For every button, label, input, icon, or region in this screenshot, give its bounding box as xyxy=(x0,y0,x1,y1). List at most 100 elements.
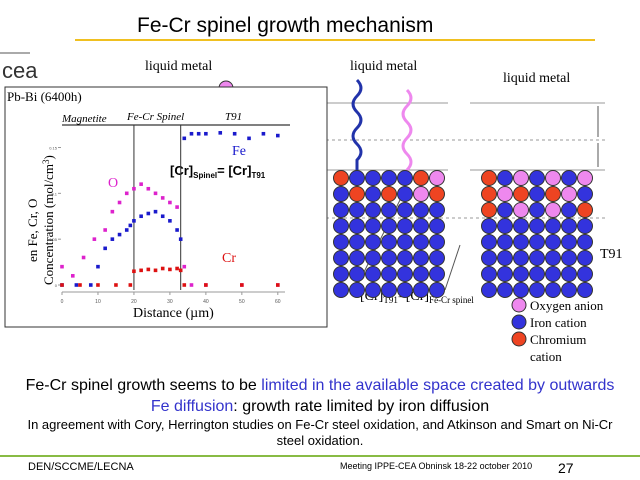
atom xyxy=(561,170,577,186)
atom xyxy=(349,202,365,218)
atom xyxy=(413,202,429,218)
t: [Cr] xyxy=(170,163,193,178)
point xyxy=(240,283,244,287)
atom xyxy=(529,218,545,234)
atom xyxy=(513,186,529,202)
t: ) xyxy=(41,155,56,159)
atom xyxy=(381,170,397,186)
atom xyxy=(365,170,381,186)
atom xyxy=(545,282,561,298)
point xyxy=(160,196,165,200)
point xyxy=(276,283,280,287)
point xyxy=(182,136,187,141)
atom xyxy=(513,218,529,234)
x-tick-label: 40 xyxy=(203,299,209,305)
t: Fe-Cr spinel xyxy=(429,295,474,305)
x-tick-label: 30 xyxy=(167,299,173,305)
x-label: Distance (µm) xyxy=(133,306,214,321)
label: liquid metal xyxy=(350,59,417,74)
atom xyxy=(397,202,413,218)
atom xyxy=(429,170,445,186)
point xyxy=(96,264,100,269)
atom xyxy=(481,186,497,202)
footer-center: Meeting IPPE-CEA Obninsk 18-22 october 2… xyxy=(340,461,533,471)
chart-title: Pb-Bi (6400h) xyxy=(7,89,82,104)
point xyxy=(232,131,237,136)
atom xyxy=(429,234,445,250)
atom xyxy=(397,170,413,186)
point xyxy=(196,131,201,136)
atom xyxy=(577,250,593,266)
atom xyxy=(497,218,513,234)
y-tick-label: 0.05 xyxy=(49,237,58,242)
point xyxy=(175,228,179,232)
point xyxy=(189,131,194,136)
atom xyxy=(497,234,513,250)
atom xyxy=(513,266,529,282)
atom xyxy=(577,282,593,298)
atom xyxy=(561,282,577,298)
point xyxy=(117,200,122,205)
atom xyxy=(413,218,429,234)
atom xyxy=(497,186,513,202)
atom xyxy=(333,186,349,202)
point xyxy=(114,283,118,287)
atom xyxy=(365,218,381,234)
atom xyxy=(381,186,397,202)
point xyxy=(153,209,158,214)
legend-label: Iron cation xyxy=(530,315,587,330)
atom xyxy=(381,202,397,218)
atom xyxy=(497,282,513,298)
y-tick-label: 0.1 xyxy=(51,191,57,196)
atom xyxy=(397,282,413,298)
atom xyxy=(481,218,497,234)
point xyxy=(168,219,172,223)
point xyxy=(132,219,136,223)
point xyxy=(178,268,183,273)
point xyxy=(128,223,133,228)
atom xyxy=(497,266,513,282)
point xyxy=(81,255,86,260)
atom xyxy=(333,202,349,218)
atom xyxy=(333,218,349,234)
atom xyxy=(381,218,397,234)
atom xyxy=(333,250,349,266)
point xyxy=(175,266,179,271)
atom xyxy=(513,282,529,298)
point xyxy=(168,200,172,205)
atom xyxy=(413,266,429,282)
atom xyxy=(577,218,593,234)
legend-swatch xyxy=(511,314,527,330)
point xyxy=(139,268,143,273)
atom xyxy=(481,282,497,298)
point xyxy=(204,283,208,287)
atom xyxy=(365,202,381,218)
point xyxy=(204,131,208,136)
atom xyxy=(545,234,561,250)
series-label: Cr xyxy=(222,251,236,266)
point xyxy=(60,264,64,269)
region: T91 xyxy=(225,111,242,123)
atom xyxy=(349,218,365,234)
atom xyxy=(413,250,429,266)
point xyxy=(110,237,115,241)
atom xyxy=(365,266,381,282)
t: 3 xyxy=(41,159,51,164)
t: = [Cr] xyxy=(217,163,251,178)
atom xyxy=(561,234,577,250)
y-label: en Fe, Cr, O xyxy=(25,199,40,262)
atom xyxy=(529,186,545,202)
atom xyxy=(333,234,349,250)
point xyxy=(168,267,172,272)
body-text: Fe-Cr spinel growth seems to be limited … xyxy=(20,375,620,449)
atom xyxy=(397,218,413,234)
point xyxy=(218,131,223,135)
atom xyxy=(545,186,561,202)
atom xyxy=(413,282,429,298)
point xyxy=(70,274,75,278)
x-tick-label: 0 xyxy=(61,299,64,305)
atom xyxy=(349,266,365,282)
pointer xyxy=(444,244,461,291)
atom xyxy=(333,266,349,282)
